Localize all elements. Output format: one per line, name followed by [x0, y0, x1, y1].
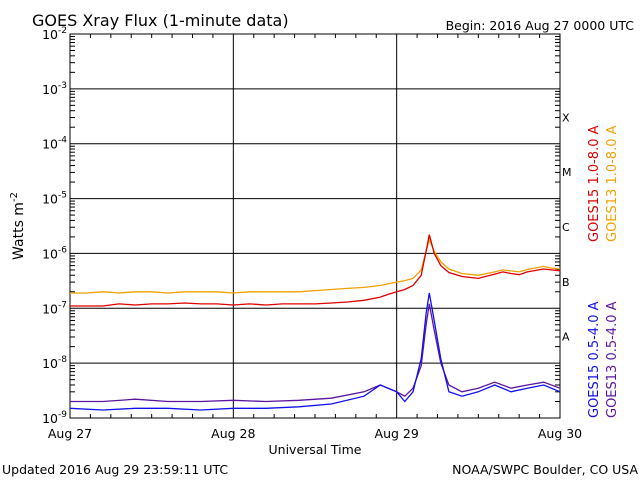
y-tick-label: 10-5	[42, 191, 67, 207]
begin-time: Begin: 2016 Aug 27 0000 UTC	[446, 18, 635, 33]
x-axis-label: Universal Time	[269, 442, 362, 457]
y-tick-label: 10-7	[42, 300, 67, 316]
y-tick-label: 10-2	[42, 26, 67, 42]
source-credit: NOAA/SWPC Boulder, CO USA	[452, 462, 638, 477]
y-tick-labels: 10-2 10-3 10-4 10-5 10-6 10-7 10-8 10-9	[42, 26, 67, 426]
series-goes15-0-5-4-0-a	[69, 292, 561, 411]
legend-goes15-short: GOES15 0.5-4.0 A	[587, 301, 602, 418]
legend-goes13-long: GOES13 1.0-8.0 A	[605, 125, 620, 242]
y-tick-label: 10-9	[42, 410, 67, 426]
chart-title: GOES Xray Flux (1-minute data)	[32, 11, 289, 30]
legend-goes13-short: GOES13 0.5-4.0 A	[605, 301, 620, 418]
x-tick-label: Aug 28	[211, 426, 255, 441]
y-tick-label: 10-8	[42, 355, 67, 371]
series-goes15-1-0-8-0-a	[70, 234, 561, 307]
minor-ticks	[70, 34, 560, 418]
x-tick-label: Aug 30	[538, 426, 582, 441]
legend-goes15-long: GOES15 1.0-8.0 A	[587, 125, 602, 242]
flare-class-labels: X M C B A	[562, 111, 572, 343]
updated-time: Updated 2016 Aug 29 23:59:11 UTC	[2, 462, 228, 477]
x-tick-label: Aug 29	[375, 426, 419, 441]
flare-class-x: X	[562, 111, 570, 124]
series-lines	[69, 234, 561, 411]
plot-frame	[69, 33, 561, 419]
y-tick-label: 10-3	[42, 81, 67, 97]
flare-class-b: B	[562, 276, 570, 289]
flare-class-a: A	[562, 331, 570, 344]
y-axis-label: Watts m-2	[9, 192, 27, 260]
flare-class-c: C	[562, 221, 570, 234]
x-tick-labels: Aug 27 Aug 28 Aug 29 Aug 30	[48, 426, 582, 441]
y-tick-label: 10-6	[42, 245, 67, 261]
series-goes13-1-0-8-0-a	[70, 237, 561, 294]
grid-lines	[70, 34, 560, 418]
series-goes13-0-5-4-0-a	[70, 303, 561, 403]
flare-class-m: M	[562, 166, 572, 179]
y-tick-label: 10-4	[42, 136, 67, 152]
x-tick-label: Aug 27	[48, 426, 92, 441]
